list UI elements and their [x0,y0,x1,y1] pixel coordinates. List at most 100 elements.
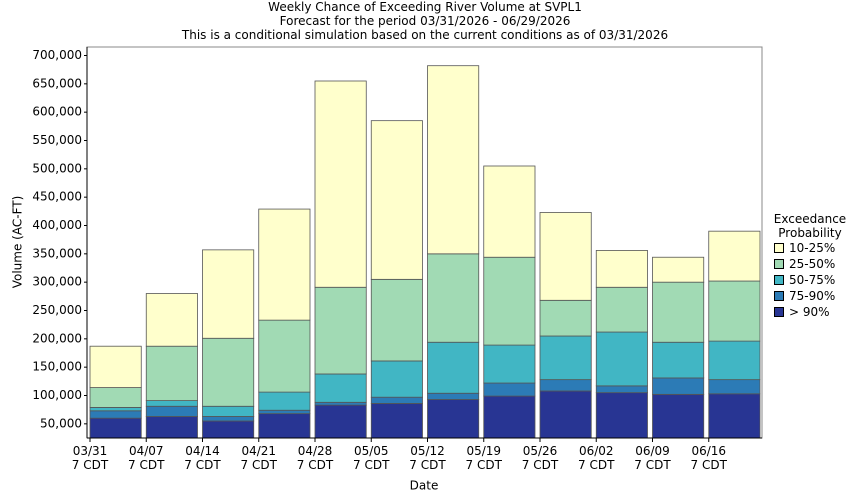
bar-segment [370,396,423,404]
legend-swatch [774,243,784,253]
y-tick-label: 250,000 [32,303,82,317]
x-tick-label: 04/14 7 CDT [184,444,221,472]
bar-segment [370,360,423,398]
x-tick-label: 06/16 7 CDT [690,444,727,472]
plot-area [86,46,763,439]
y-tick-label: 300,000 [32,275,82,289]
legend-label: 50-75% [789,273,836,287]
bar-segment [708,230,761,282]
legend-label: 25-50% [789,257,836,271]
legend-item: 25-50% [770,256,850,272]
bar-segment [89,417,142,439]
bar-segment [539,379,592,392]
legend-item: > 90% [770,304,850,320]
bar-segment [483,256,536,346]
bar-segment [202,337,255,407]
legend-label: 10-25% [789,241,836,255]
bar-segment [708,280,761,342]
y-tick-label: 400,000 [32,218,82,232]
legend-swatch [774,291,784,301]
bar-segment [314,401,367,406]
bar-segment [145,400,198,407]
legend-swatch [774,307,784,317]
bar-segment [258,208,311,321]
bar-segment [652,341,705,379]
bar-segment [708,379,761,395]
bar-segment [314,373,367,403]
bar-segment [539,299,592,337]
bar-segment [483,344,536,384]
y-tick-label: 350,000 [32,246,82,260]
x-tick-label: 04/21 7 CDT [240,444,277,472]
bar-segment [145,405,198,417]
legend-label: > 90% [789,305,830,319]
chart-subtitle: Forecast for the period 03/31/2026 - 06/… [279,14,571,28]
bar-segment [483,382,536,397]
bar-segment [427,399,480,439]
bar-segment [595,385,648,394]
bar-segment [89,410,142,419]
y-tick-label: 200,000 [32,331,82,345]
bar-segment [483,395,536,439]
bar-segment [595,331,648,387]
bar-segment [708,393,761,439]
bar-segment [202,405,255,417]
bar-segment [427,65,480,255]
bar-segment [314,286,367,375]
bar-segment [202,420,255,439]
bar-segment [539,335,592,381]
y-tick-label: 600,000 [32,105,82,119]
legend-label: 75-90% [789,289,836,303]
bar-segment [202,416,255,422]
bar-segment [652,281,705,343]
x-tick-label: 05/19 7 CDT [465,444,502,472]
chart-note: This is a conditional simulation based o… [181,28,669,42]
bar-segment [89,345,142,388]
bar-segment [427,253,480,343]
y-tick-label: 700,000 [32,48,82,62]
x-tick-label: 05/05 7 CDT [353,444,390,472]
x-tick-label: 03/31 7 CDT [71,444,109,472]
y-tick-label: 550,000 [32,133,82,147]
x-tick-label: 04/28 7 CDT [296,444,334,472]
bar-segment [539,390,592,439]
bar-segment [427,341,480,394]
y-tick-label: 500,000 [32,161,82,175]
bar-segment [595,286,648,333]
y-tick-label: 50,000 [40,416,82,430]
bar-segment [89,387,142,408]
bar-segment [145,293,198,347]
y-tick-label: 100,000 [32,388,82,402]
bar-segment [539,212,592,301]
x-tick-label: 06/02 7 CDT [578,444,615,472]
bar-segment [370,120,423,280]
y-tick-label: 450,000 [32,190,82,204]
y-tick-label: 650,000 [32,76,82,90]
bar-segment [258,319,311,393]
bar-segment [595,392,648,439]
bar-segment [314,80,367,288]
chart-title: Weekly Chance of Exceeding River Volume … [268,0,582,14]
legend-item: 75-90% [770,288,850,304]
legend: Exceedance Probability 10-25% 25-50% 50-75… [770,212,850,320]
bar-segment [427,392,480,400]
bar-segment [258,413,311,439]
x-tick-label: 06/09 7 CDT [634,444,671,472]
y-axis-title: Volume (AC-FT) [11,196,25,289]
bar-segment [652,393,705,439]
x-tick-label: 05/26 7 CDT [521,444,559,472]
bar-segment [202,249,255,339]
bar-segment [483,165,536,258]
bar-segment [145,345,198,402]
bar-segment [89,406,142,412]
x-axis-title: Date [410,479,439,493]
bar-segment [314,404,367,439]
bar-segment [145,416,198,439]
bar-segment [708,340,761,381]
bar-segment [652,256,705,283]
legend-item: 10-25% [770,240,850,256]
y-tick-label: 150,000 [32,360,82,374]
bar-segment [652,377,705,395]
